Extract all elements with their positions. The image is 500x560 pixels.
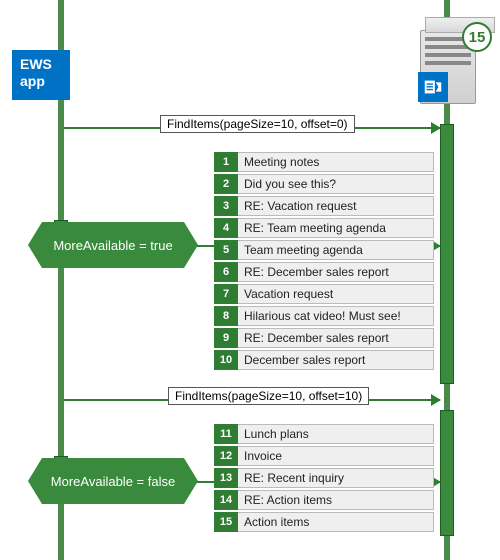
- list-item: 10December sales report: [214, 350, 434, 370]
- total-items-value: 15: [469, 29, 486, 46]
- item-subject: Hilarious cat video! Must see!: [238, 306, 434, 326]
- item-index: 9: [214, 328, 238, 348]
- result-list: 11Lunch plans12Invoice13RE: Recent inqui…: [214, 424, 434, 534]
- item-index: 12: [214, 446, 238, 466]
- more-available-bubble: MoreAvailable = false: [28, 458, 198, 504]
- item-index: 7: [214, 284, 238, 304]
- list-item: 11Lunch plans: [214, 424, 434, 444]
- item-subject: Team meeting agenda: [238, 240, 434, 260]
- item-subject: December sales report: [238, 350, 434, 370]
- list-item: 3RE: Vacation request: [214, 196, 434, 216]
- item-index: 5: [214, 240, 238, 260]
- list-item: 5Team meeting agenda: [214, 240, 434, 260]
- request-label: FindItems(pageSize=10, offset=10): [168, 387, 369, 405]
- item-index: 4: [214, 218, 238, 238]
- item-index: 14: [214, 490, 238, 510]
- item-subject: Did you see this?: [238, 174, 434, 194]
- list-item: 6RE: December sales report: [214, 262, 434, 282]
- item-subject: RE: December sales report: [238, 262, 434, 282]
- list-item: 13RE: Recent inquiry: [214, 468, 434, 488]
- sequence-diagram: EWS app 15 FindItems(pageSize=10, offset…: [0, 0, 500, 560]
- list-item: 2Did you see this?: [214, 174, 434, 194]
- item-subject: RE: Recent inquiry: [238, 468, 434, 488]
- more-available-bubble: MoreAvailable = true: [28, 222, 198, 268]
- list-item: 12Invoice: [214, 446, 434, 466]
- item-subject: RE: Action items: [238, 490, 434, 510]
- item-index: 2: [214, 174, 238, 194]
- item-subject: Vacation request: [238, 284, 434, 304]
- ews-app-label-2: app: [20, 73, 62, 90]
- item-index: 1: [214, 152, 238, 172]
- total-items-badge: 15: [462, 22, 492, 52]
- item-index: 8: [214, 306, 238, 326]
- server-activation: [440, 124, 454, 384]
- item-subject: Meeting notes: [238, 152, 434, 172]
- exchange-logo-icon: [418, 72, 448, 102]
- server-activation: [440, 410, 454, 536]
- ews-app-label-1: EWS: [20, 56, 62, 73]
- list-item: 7Vacation request: [214, 284, 434, 304]
- item-subject: Action items: [238, 512, 434, 532]
- ews-app-box: EWS app: [12, 50, 70, 100]
- item-index: 10: [214, 350, 238, 370]
- list-item: 14RE: Action items: [214, 490, 434, 510]
- item-index: 15: [214, 512, 238, 532]
- list-item: 8Hilarious cat video! Must see!: [214, 306, 434, 326]
- list-item: 1Meeting notes: [214, 152, 434, 172]
- item-index: 11: [214, 424, 238, 444]
- list-item: 4RE: Team meeting agenda: [214, 218, 434, 238]
- item-subject: Lunch plans: [238, 424, 434, 444]
- item-index: 6: [214, 262, 238, 282]
- item-index: 3: [214, 196, 238, 216]
- item-index: 13: [214, 468, 238, 488]
- list-item: 9RE: December sales report: [214, 328, 434, 348]
- result-list: 1Meeting notes2Did you see this?3RE: Vac…: [214, 152, 434, 372]
- request-label: FindItems(pageSize=10, offset=0): [160, 115, 355, 133]
- item-subject: RE: December sales report: [238, 328, 434, 348]
- item-subject: Invoice: [238, 446, 434, 466]
- list-item: 15Action items: [214, 512, 434, 532]
- item-subject: RE: Vacation request: [238, 196, 434, 216]
- more-available-text: MoreAvailable = true: [28, 222, 198, 268]
- item-subject: RE: Team meeting agenda: [238, 218, 434, 238]
- more-available-text: MoreAvailable = false: [28, 458, 198, 504]
